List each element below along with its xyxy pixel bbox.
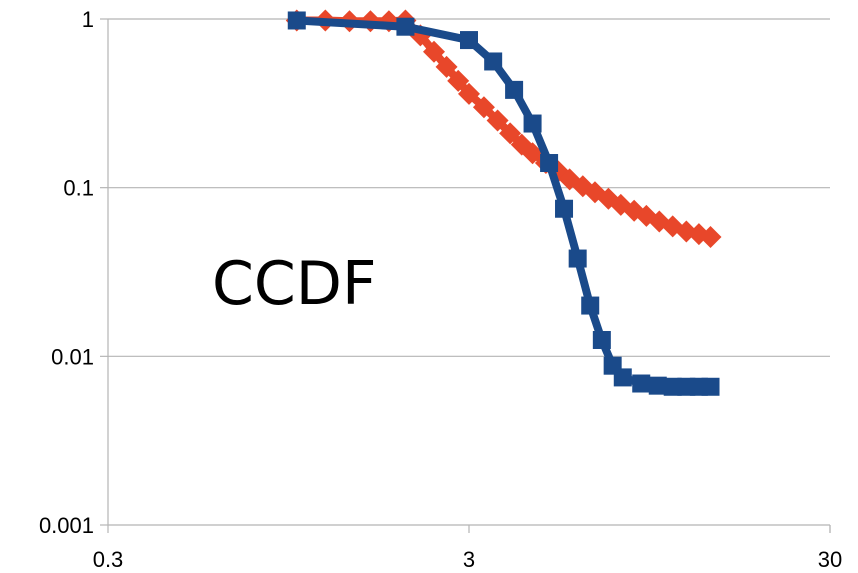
x-tick-label: 0.3 (93, 547, 124, 572)
series-1-point (472, 96, 495, 119)
axes (100, 18, 831, 533)
series-2-point (540, 154, 559, 173)
series-2-point (592, 330, 611, 349)
series-2-point (396, 17, 415, 36)
y-tick-label: 0.01 (51, 344, 94, 369)
series-2-point (460, 31, 478, 50)
series-1-point (521, 142, 544, 165)
series-2-point (613, 368, 632, 387)
series-1-point (458, 82, 480, 105)
series-2-point (663, 377, 682, 396)
y-tick-label: 0.1 (63, 176, 94, 201)
series-2-point (648, 376, 667, 395)
series-1-point (435, 55, 458, 78)
tick-labels: 1 0.1 0.01 0.001 0.3 3 30 (39, 7, 842, 572)
ccdf-label: CCDF (212, 249, 377, 319)
series-1-point (499, 122, 522, 145)
y-tick-label: 0.001 (39, 513, 94, 538)
x-tick-label: 30 (818, 547, 842, 572)
series-2-point (484, 52, 503, 71)
series-2-point (505, 80, 524, 99)
grid-lines (108, 18, 830, 357)
series-2-point (523, 114, 542, 133)
series-1-point (423, 40, 446, 63)
series-1-point (699, 225, 722, 248)
series-1-point (447, 69, 470, 92)
series-2-line (296, 16, 711, 391)
series-2-point (568, 249, 587, 268)
y-tick-label: 1 (82, 7, 94, 32)
series-group (285, 9, 722, 396)
x-tick-label: 3 (463, 547, 475, 572)
series-2-point (632, 374, 651, 393)
series-2-point (701, 377, 720, 396)
series-2-point (555, 199, 574, 218)
series-2-point (287, 11, 306, 30)
series-1-line (296, 16, 712, 241)
series-1-point (486, 109, 509, 132)
series-2-point (581, 296, 600, 315)
